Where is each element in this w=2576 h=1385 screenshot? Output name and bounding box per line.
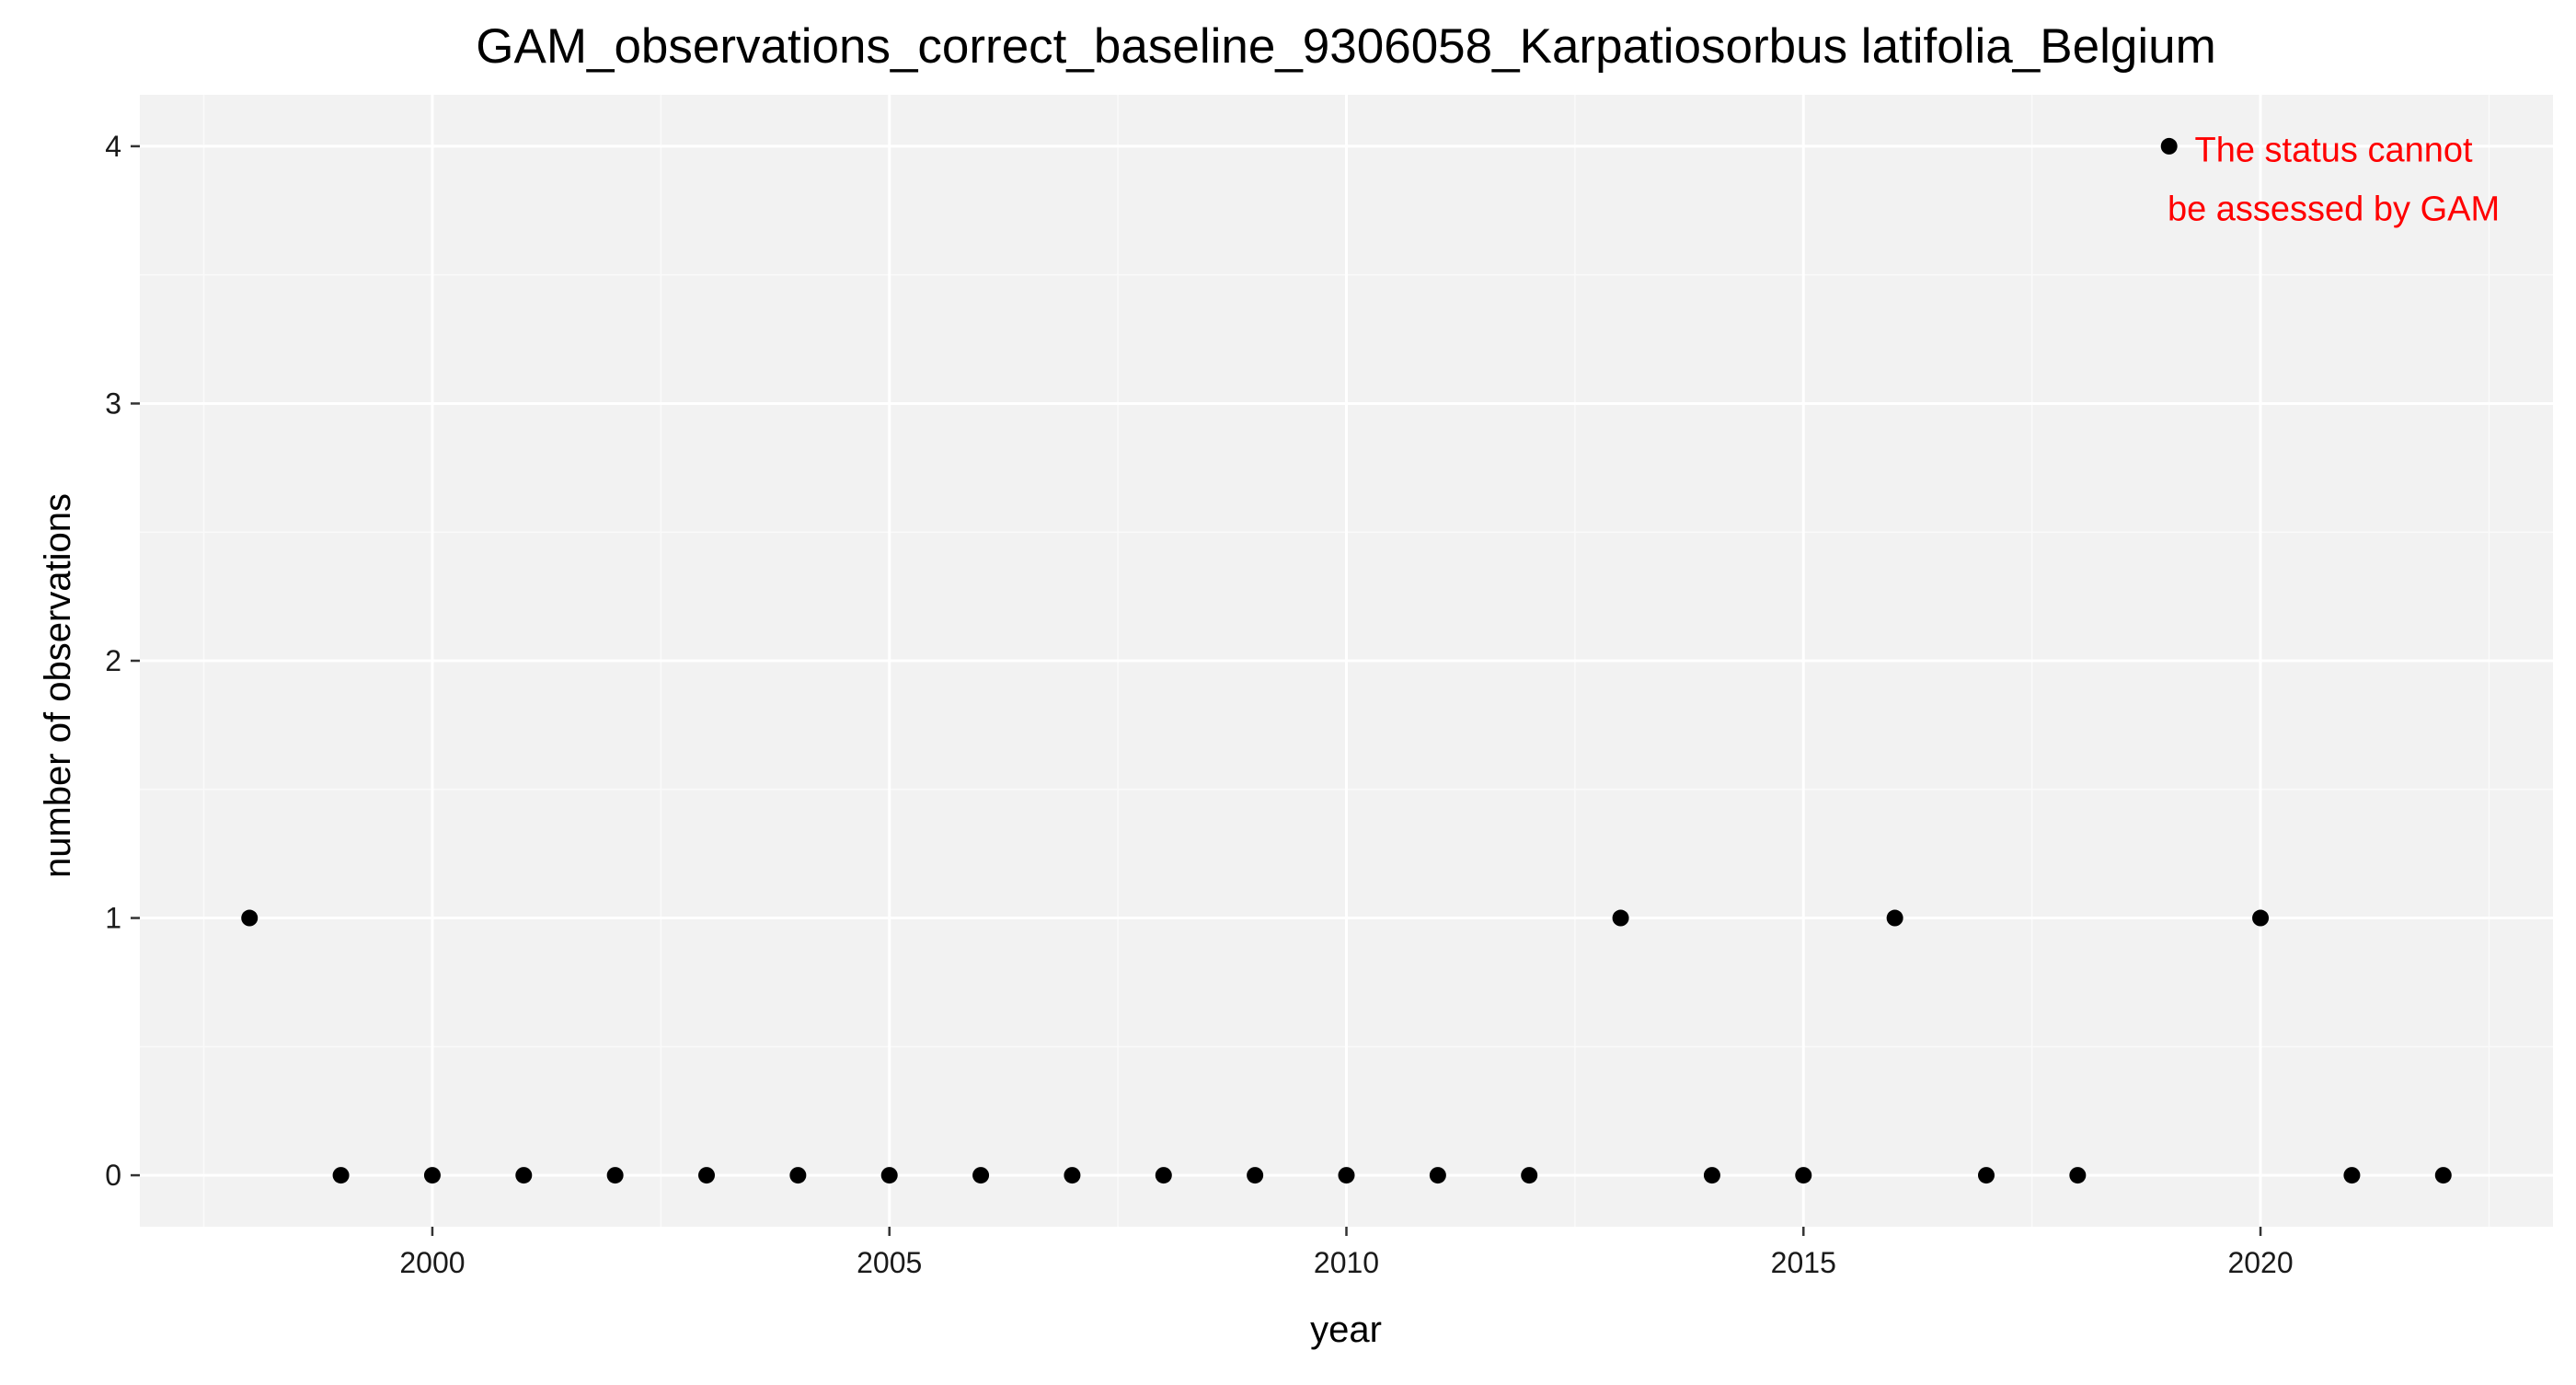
- data-point: [423, 1167, 441, 1184]
- y-tick-label: 2: [105, 644, 121, 677]
- data-point: [1247, 1167, 1264, 1184]
- data-point: [1521, 1167, 1538, 1184]
- y-tick-label: 0: [105, 1159, 121, 1192]
- data-point: [241, 909, 259, 927]
- data-point: [2252, 909, 2270, 927]
- data-point: [880, 1167, 898, 1184]
- data-point: [2069, 1167, 2087, 1184]
- data-point: [1155, 1167, 1172, 1184]
- y-tick-label: 4: [105, 130, 121, 163]
- x-axis-label: year: [1310, 1310, 1382, 1350]
- x-tick-label: 2005: [857, 1246, 922, 1279]
- data-point: [1703, 1167, 1720, 1184]
- annotation-text: The status cannot: [2195, 131, 2474, 169]
- data-point: [2434, 1167, 2452, 1184]
- y-tick-label: 1: [105, 902, 121, 935]
- data-point: [698, 1167, 716, 1184]
- data-point: [606, 1167, 624, 1184]
- data-point: [1338, 1167, 1355, 1184]
- data-point: [332, 1167, 350, 1184]
- x-tick-label: 2020: [2227, 1246, 2293, 1279]
- data-point: [1977, 1167, 1995, 1184]
- data-point: [2343, 1167, 2361, 1184]
- x-tick-label: 2015: [1771, 1246, 1836, 1279]
- chart-title: GAM_observations_correct_baseline_930605…: [476, 19, 2216, 74]
- x-tick-label: 2000: [399, 1246, 465, 1279]
- x-tick-label: 2010: [1314, 1246, 1379, 1279]
- data-point: [1429, 1167, 1446, 1184]
- data-point: [1795, 1167, 1812, 1184]
- data-point: [1064, 1167, 1081, 1184]
- y-tick-label: 3: [105, 387, 121, 420]
- data-point: [789, 1167, 807, 1184]
- data-point: [1612, 909, 1629, 927]
- data-point: [2160, 137, 2178, 155]
- data-point: [515, 1167, 533, 1184]
- data-point: [1886, 909, 1903, 927]
- annotation-text: be assessed by GAM: [2168, 190, 2500, 228]
- data-point: [972, 1167, 990, 1184]
- y-axis-label: number of observations: [38, 493, 78, 878]
